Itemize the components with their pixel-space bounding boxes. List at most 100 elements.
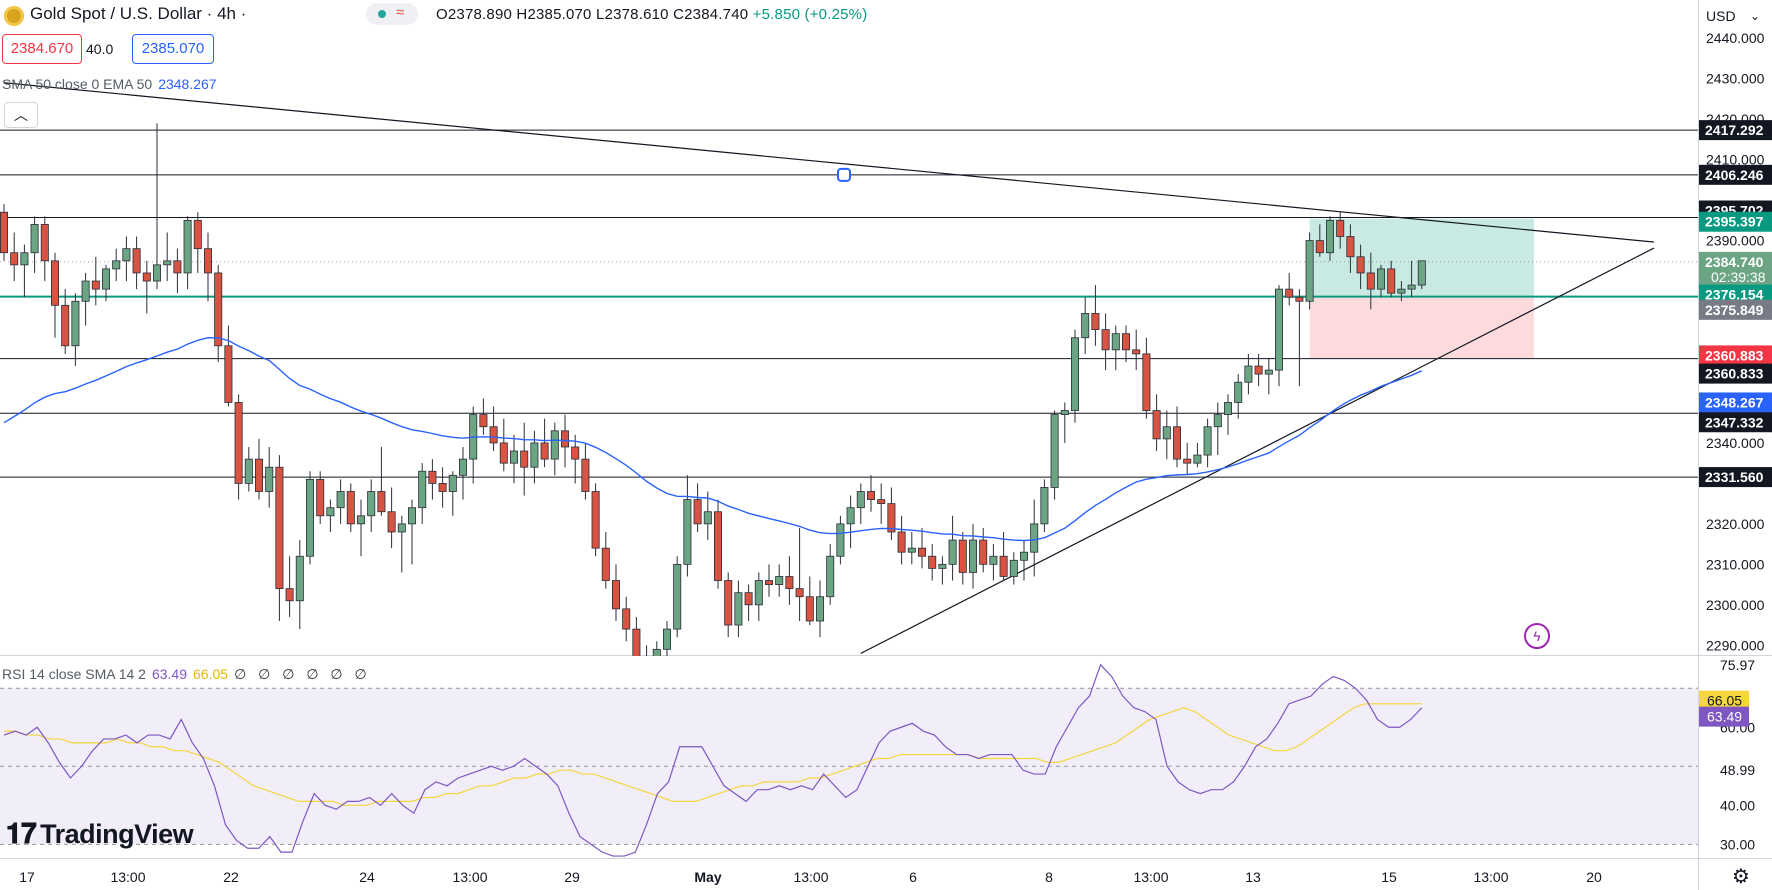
currency-label: USD [1706, 8, 1736, 24]
candle-body [826, 555, 835, 598]
price-tag-bg [1699, 392, 1772, 413]
candle [1101, 313, 1110, 371]
time-tick-label: 13 [1245, 869, 1261, 885]
price-tag-bg [1699, 211, 1772, 232]
candle [683, 475, 692, 577]
candle [1366, 252, 1375, 310]
price-tag: 2348.267 [1699, 392, 1772, 413]
candle-body [693, 499, 702, 525]
candle [1254, 353, 1263, 387]
candle [1142, 337, 1151, 419]
currency-selector[interactable]: USD ⌄ [1704, 4, 1766, 28]
candle [550, 422, 559, 476]
buy-price-button[interactable]: 2385.070 [132, 34, 214, 64]
lightning-icon[interactable]: ϟ [1524, 623, 1550, 649]
candle [489, 406, 498, 452]
candle [102, 264, 111, 302]
candle [693, 483, 702, 532]
candle [795, 527, 804, 622]
high-value: H2385.070 [516, 6, 592, 23]
price-tick-label: 2320.000 [1706, 516, 1765, 532]
candle-body [193, 219, 202, 250]
low-value: L2378.610 [595, 6, 669, 23]
candle-body [326, 507, 335, 517]
candle-body [703, 511, 712, 525]
candle [132, 236, 141, 290]
candle [346, 483, 355, 532]
candle-body [51, 260, 60, 306]
candle-body [1081, 313, 1090, 339]
candle-body [571, 446, 580, 460]
candle [734, 580, 743, 638]
candle-body [509, 450, 518, 464]
candle-body [948, 539, 957, 565]
candle [356, 499, 365, 557]
candle-body [612, 580, 621, 610]
candle-body [754, 580, 763, 606]
candle [938, 556, 947, 585]
candle [275, 455, 284, 622]
price-tag: 2375.849 [1699, 299, 1772, 320]
candle [765, 564, 774, 597]
candle [714, 499, 723, 589]
candle-body [989, 555, 998, 565]
price-tag-bg [1699, 467, 1772, 488]
price-tag: 2376.154 [1699, 284, 1772, 305]
candle [1091, 285, 1100, 346]
candle [1315, 224, 1324, 257]
candle [1060, 402, 1069, 443]
price-tag-bg [1699, 284, 1772, 305]
rsi-price-tag: 63.49 [1699, 706, 1749, 727]
candle [754, 572, 763, 622]
candle [591, 483, 600, 557]
candle-body [387, 511, 396, 533]
candle-body [71, 300, 80, 347]
candle-body [1162, 426, 1171, 440]
time-tick-label: 20 [1586, 869, 1602, 885]
symbol-title[interactable]: Gold Spot / U.S. Dollar · 4h · [30, 4, 247, 23]
candle-body [234, 402, 243, 484]
price-tag-bg [1699, 164, 1772, 185]
candle-body [1264, 369, 1273, 375]
price-tag-bg [1699, 345, 1772, 366]
candle-body [1366, 272, 1375, 290]
price-tag-label: 2376.154 [1705, 287, 1764, 303]
candle [1071, 329, 1080, 423]
tradingview-logo[interactable]: 𝟏𝟕 TradingView [6, 818, 194, 851]
gold-coin-icon[interactable] [4, 6, 24, 26]
price-tag: 2360.883 [1699, 345, 1772, 366]
candle-body [540, 442, 549, 460]
candle [856, 483, 865, 524]
candle-body [734, 592, 743, 626]
collapse-legend-button[interactable]: ︿ [4, 102, 38, 128]
candle [1346, 224, 1355, 273]
candle [112, 248, 121, 282]
rsi-legend[interactable]: RSI 14 close SMA 14 2 63.49 66.05 ∅ ∅ ∅ ∅ ∅… [2, 666, 371, 683]
price-tick-label: 2310.000 [1706, 556, 1765, 572]
candle [958, 531, 967, 585]
candle-body [1050, 414, 1059, 488]
sell-price-button[interactable]: 2384.670 [2, 34, 82, 64]
price-tag-label: 2348.267 [1705, 394, 1764, 410]
candle-body [438, 483, 447, 492]
candle-body [1234, 381, 1243, 403]
candle-body [1203, 426, 1212, 456]
gear-icon[interactable]: ⚙ [1732, 866, 1750, 888]
candle [918, 527, 927, 569]
candle-body [928, 555, 937, 569]
candle [1356, 244, 1365, 290]
ma-legend[interactable]: SMA 50 close 0 EMA 50 2348.267 [2, 76, 217, 92]
candle-body [918, 547, 927, 557]
rsi-legend-value: 63.49 [151, 666, 188, 682]
candle-body [856, 491, 865, 509]
price-tag: 2347.332 [1699, 412, 1772, 433]
candle [816, 580, 825, 638]
candle [265, 446, 274, 508]
market-status-pill[interactable]: ≈ [366, 3, 418, 25]
trendline [860, 247, 1655, 654]
candle [989, 544, 998, 581]
candle [0, 204, 8, 261]
candle [244, 446, 253, 492]
